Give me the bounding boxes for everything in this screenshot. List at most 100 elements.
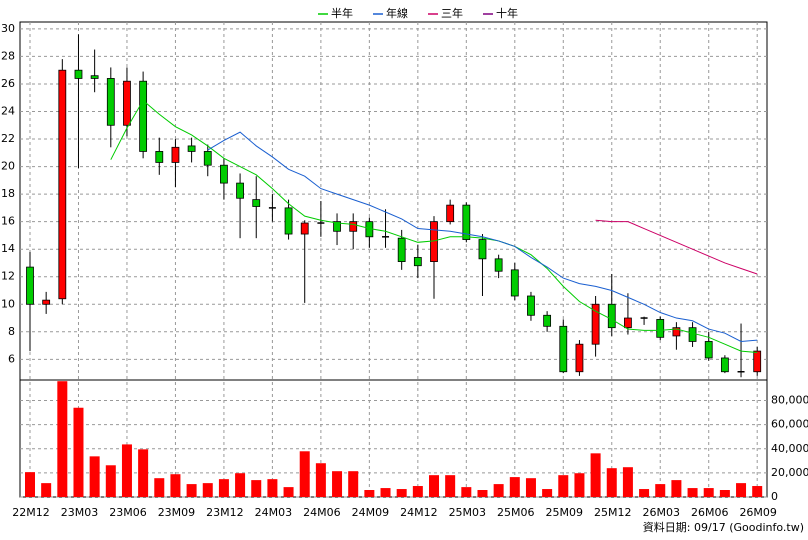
candle-body <box>543 314 552 327</box>
candle-body <box>236 182 244 199</box>
volume-bar <box>170 474 181 497</box>
x-tick-label: 25M03 <box>449 506 487 519</box>
volume-bar <box>25 472 35 497</box>
x-tick-label: 26M09 <box>739 506 777 519</box>
y-tick-label: 14 <box>1 242 15 255</box>
plot-frame <box>19 21 768 498</box>
candle-body <box>171 146 180 163</box>
y-tick-label: 26 <box>1 77 15 90</box>
candle-body <box>446 204 455 223</box>
y-tick-label: 18 <box>1 187 15 200</box>
volume-bar <box>73 407 84 497</box>
volume-bar <box>671 480 682 497</box>
y-tick-label: 0 <box>771 490 778 503</box>
legend-label: 十年 <box>496 6 518 20</box>
volume-bar <box>251 480 262 497</box>
y-tick-label: 8 <box>8 325 15 338</box>
candle-body <box>123 80 131 126</box>
volume-bar <box>267 479 278 497</box>
y-tick-label: 6 <box>8 352 15 365</box>
volume-bar <box>121 444 132 497</box>
candle-body <box>203 151 212 166</box>
y-tick-label: 20,000 <box>771 466 808 479</box>
candle-body <box>333 221 341 232</box>
volume-bar <box>606 468 617 497</box>
x-tick-label: 25M09 <box>546 506 584 519</box>
volume-bar <box>364 490 375 497</box>
x-tick-label: 25M06 <box>497 506 535 519</box>
ma-line <box>110 99 758 353</box>
candle-body <box>139 80 148 152</box>
candle-body <box>688 327 697 342</box>
y-tick-label: 12 <box>1 270 15 283</box>
volume-bar <box>41 483 52 497</box>
y-tick-label: 24 <box>1 105 15 118</box>
x-tick-label: 23M09 <box>158 506 196 519</box>
candle-body <box>90 75 99 79</box>
volume-bar <box>412 486 423 497</box>
volume-bar <box>736 483 747 497</box>
candle-body <box>462 204 471 240</box>
candle-body <box>720 357 729 373</box>
candle-body <box>42 299 51 305</box>
y-tick-label: 28 <box>1 49 15 62</box>
volume-bar <box>574 473 585 497</box>
volume-bar <box>429 475 439 497</box>
candle-body <box>575 343 584 373</box>
candle-body <box>527 295 535 316</box>
x-tick-label: 23M06 <box>109 506 147 519</box>
volume-bar <box>703 488 714 497</box>
ma-line <box>207 131 758 342</box>
y-tick-label: 22 <box>1 132 15 145</box>
volume-bar <box>315 463 326 497</box>
candle-body <box>106 78 115 126</box>
candle-body <box>559 325 568 373</box>
volume-bar <box>105 465 116 497</box>
x-tick-label: 24M09 <box>352 506 390 519</box>
candle-body <box>284 207 293 235</box>
volume-bar <box>445 475 456 497</box>
volume-bar <box>719 490 730 497</box>
volume-bar <box>622 467 633 497</box>
volume-bar <box>542 489 553 497</box>
candle-body <box>510 269 519 297</box>
candle-body <box>672 327 681 337</box>
volume-bar <box>186 484 197 497</box>
y-tick-label: 10 <box>1 297 15 310</box>
y-tick-label: 30 <box>1 22 15 35</box>
x-tick-label: 24M03 <box>255 506 293 519</box>
candle-body <box>220 164 228 184</box>
x-tick-label: 22M12 <box>12 506 50 519</box>
volume-bar <box>57 381 68 497</box>
candle-body <box>607 303 616 329</box>
candle-body <box>656 319 665 338</box>
x-tick-label: 23M03 <box>61 506 99 519</box>
x-tick-label: 25M12 <box>594 506 632 519</box>
volume-bar <box>525 478 536 497</box>
volume-bar <box>509 477 520 497</box>
volume-bar <box>299 451 310 497</box>
volume-bar <box>380 488 391 497</box>
volume-bar <box>348 471 359 497</box>
candle-body <box>300 222 309 235</box>
volume-bar <box>154 478 165 497</box>
candle-body <box>252 199 261 207</box>
candle-body <box>58 69 67 300</box>
x-tick-label: 26M03 <box>642 506 680 519</box>
volume-bar <box>558 475 569 497</box>
y-tick-label: 16 <box>1 215 15 228</box>
volume-bar <box>590 453 601 497</box>
volume-bar <box>202 483 213 497</box>
legend-label: 半年 <box>331 6 353 20</box>
volume-bar <box>138 449 149 497</box>
volume-bar <box>218 479 229 497</box>
volume-bar <box>477 490 488 497</box>
candle-body <box>349 221 358 232</box>
volume-bar <box>655 484 666 497</box>
x-tick-label: 24M12 <box>400 506 438 519</box>
volume-bar <box>461 487 472 497</box>
y-tick-label: 40,000 <box>771 442 808 455</box>
y-tick-label: 60,000 <box>771 418 808 431</box>
x-tick-label: 26M06 <box>691 506 729 519</box>
